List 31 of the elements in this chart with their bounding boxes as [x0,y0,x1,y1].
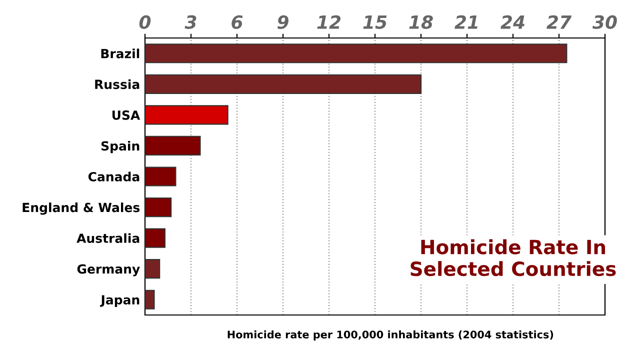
x-tick-label: 6 [232,15,243,29]
y-tick-label: Canada [88,172,140,182]
x-tick-label: 18 [409,15,433,29]
bar [145,74,422,94]
bar [145,44,568,64]
x-tick-label: 24 [500,15,524,29]
text: Homicide Rate In Selected Countries [410,239,616,276]
y-tick-label: Australia [76,233,140,243]
y-tick-label: Japan [100,295,140,307]
bar [145,228,166,248]
x-tick-label: 9 [277,15,288,29]
bar [145,105,228,125]
x-axis-title: Homicide rate per 100,000 inhabitants (2004 statistics) [228,330,554,340]
x-tick-label: 27 [546,15,572,29]
x-tick-label: 0 [139,15,151,29]
y-tick-label: USA [112,110,140,120]
bar [145,197,172,218]
bar [145,136,201,156]
y-tick-label: Russia [95,79,140,90]
x-tick-label: 15 [363,16,387,29]
y-tick-label: Brazil [101,48,140,58]
bar [145,290,155,310]
bar [145,259,160,279]
x-tick-label: 12 [317,15,341,29]
x-tick-label: 21 [454,15,478,29]
bar [145,166,176,186]
y-tick-label: Spain [101,140,140,154]
y-tick-label: England & Wales [22,202,140,215]
x-tick-label: 30 [592,15,617,29]
x-tick-label: 3 [184,15,196,29]
y-tick-label: Germany [77,264,140,276]
